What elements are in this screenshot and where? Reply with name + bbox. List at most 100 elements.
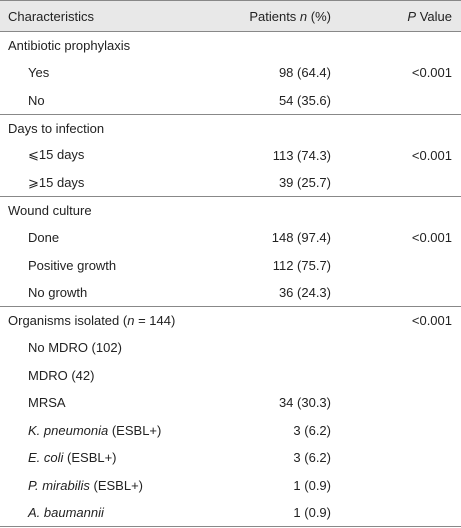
table-cell: 148 (97.4): [271, 230, 331, 246]
table-cell: MDRO (42): [0, 362, 240, 390]
table-row: MRSA 34 (30.3): [0, 389, 461, 417]
table-cell: 1 (0.9): [293, 505, 331, 520]
table-cell: [240, 197, 340, 225]
table-cell: [340, 362, 461, 390]
text-segment: Value: [416, 8, 452, 24]
table-cell: 3 (6.2): [293, 422, 331, 438]
table-cell: ⩾15 days: [0, 169, 240, 197]
text-segment: P: [407, 8, 417, 24]
table-cell: <0.001: [411, 313, 452, 328]
table-cell: [340, 499, 461, 527]
table-cell: ⩽15 days: [0, 142, 240, 170]
table-row: Positive growth 112 (75.7): [0, 252, 461, 280]
table-row: Wound culture: [0, 196, 461, 225]
table-row: Done 148 (97.4) <0.001: [0, 224, 461, 252]
table-cell: 1 (0.9): [293, 477, 331, 493]
table-row: P. mirabilis (ESBL+) 1 (0.9): [0, 472, 461, 500]
table-row: Antibiotic prophylaxis: [0, 31, 461, 60]
table-cell: Organisms isolated (n = 144): [0, 307, 240, 335]
table-cell: [340, 252, 461, 280]
table-row: Days to infection: [0, 114, 461, 142]
table-row: E. coli (ESBL+) 3 (6.2): [0, 444, 461, 472]
table-row: Organisms isolated (n = 144) <0.001: [0, 306, 461, 335]
table-cell: [340, 279, 461, 307]
text-segment: ⩾15 days: [28, 174, 85, 190]
table-cell: [240, 362, 340, 390]
table-cell: A. baumannii: [0, 499, 240, 527]
table-cell: Yes: [0, 59, 240, 87]
table-cell: No growth: [0, 279, 240, 307]
table-cell: 36 (24.3): [278, 285, 331, 300]
table-cell: P. mirabilis (ESBL+): [0, 472, 240, 500]
table-cell: 39 (25.7): [278, 175, 331, 190]
table-row: A. baumannii 1 (0.9): [0, 499, 461, 527]
table-cell: Wound culture: [0, 197, 240, 225]
table-cell: 3 (6.2): [293, 450, 331, 466]
table-cell: P Value: [340, 1, 461, 32]
text-segment: MRSA: [28, 395, 66, 411]
table-cell: [240, 334, 340, 362]
table-cell: Patients n (%): [240, 1, 340, 32]
table-cell: [340, 444, 461, 472]
table-row: MDRO (42): [0, 362, 461, 390]
table-cell: E. coli (ESBL+): [0, 444, 240, 472]
text-segment: n: [127, 313, 135, 328]
text-segment: A. baumannii: [28, 505, 104, 520]
table-cell: <0.001: [411, 230, 452, 246]
table-row: K. pneumonia (ESBL+) 3 (6.2): [0, 417, 461, 445]
table-cell: [340, 169, 461, 197]
text-segment: (%): [307, 8, 331, 24]
table-cell: Characteristics: [0, 1, 240, 32]
table-cell: 34 (30.3): [278, 395, 331, 411]
text-segment: Done: [28, 230, 60, 246]
text-segment: No growth: [28, 285, 88, 300]
table-cell: MRSA: [0, 389, 240, 417]
table-cell: [240, 32, 340, 60]
table-cell: [340, 114, 461, 142]
text-segment: Yes: [28, 65, 50, 81]
table-cell: [340, 87, 461, 115]
text-segment: = 144): [134, 313, 176, 328]
table-cell: [240, 114, 340, 142]
text-segment: (ESBL+): [108, 422, 162, 438]
text-segment: Positive growth: [28, 257, 117, 273]
table-cell: 113 (74.3): [272, 147, 331, 163]
table-row: No growth 36 (24.3): [0, 279, 461, 307]
table-cell: Done: [0, 224, 240, 252]
text-segment: Organisms isolated (: [8, 313, 128, 328]
table-cell: <0.001: [411, 65, 452, 81]
text-segment: Patients: [249, 8, 300, 24]
table-cell: [340, 417, 461, 445]
table-cell: [340, 197, 461, 225]
table-cell: [240, 307, 340, 335]
text-segment: K. pneumonia: [28, 422, 109, 438]
text-segment: ⩽15 days: [28, 147, 85, 163]
text-segment: (ESBL+): [63, 450, 117, 466]
text-segment: E. coli: [28, 450, 64, 466]
text-segment: No: [28, 92, 45, 108]
table-cell: Days to infection: [0, 114, 240, 142]
table-cell: [340, 334, 461, 362]
table-row: ⩽15 days 113 (74.3) <0.001: [0, 142, 461, 170]
table-cell: No: [0, 87, 240, 115]
table-cell: No MDRO (102): [0, 334, 240, 362]
text-segment: (ESBL+): [89, 477, 144, 493]
text-segment: Wound culture: [8, 203, 92, 218]
table-row: ⩾15 days 39 (25.7): [0, 169, 461, 197]
table-cell: <0.001: [411, 147, 452, 163]
table-cell: [340, 32, 461, 60]
text-segment: Antibiotic prophylaxis: [8, 38, 131, 53]
table-cell: Positive growth: [0, 252, 240, 280]
table-cell: K. pneumonia (ESBL+): [0, 417, 240, 445]
table-cell: [340, 472, 461, 500]
table-row: Yes 98 (64.4) <0.001: [0, 59, 461, 87]
text-segment: P. mirabilis: [28, 477, 90, 493]
table-cell: Antibiotic prophylaxis: [0, 32, 240, 60]
table-cell: 98 (64.4): [278, 65, 331, 81]
text-segment: MDRO (42): [28, 367, 95, 383]
table-cell: 54 (35.6): [278, 92, 331, 108]
table-row: Characteristics Patients n (%) P Value: [0, 0, 461, 32]
